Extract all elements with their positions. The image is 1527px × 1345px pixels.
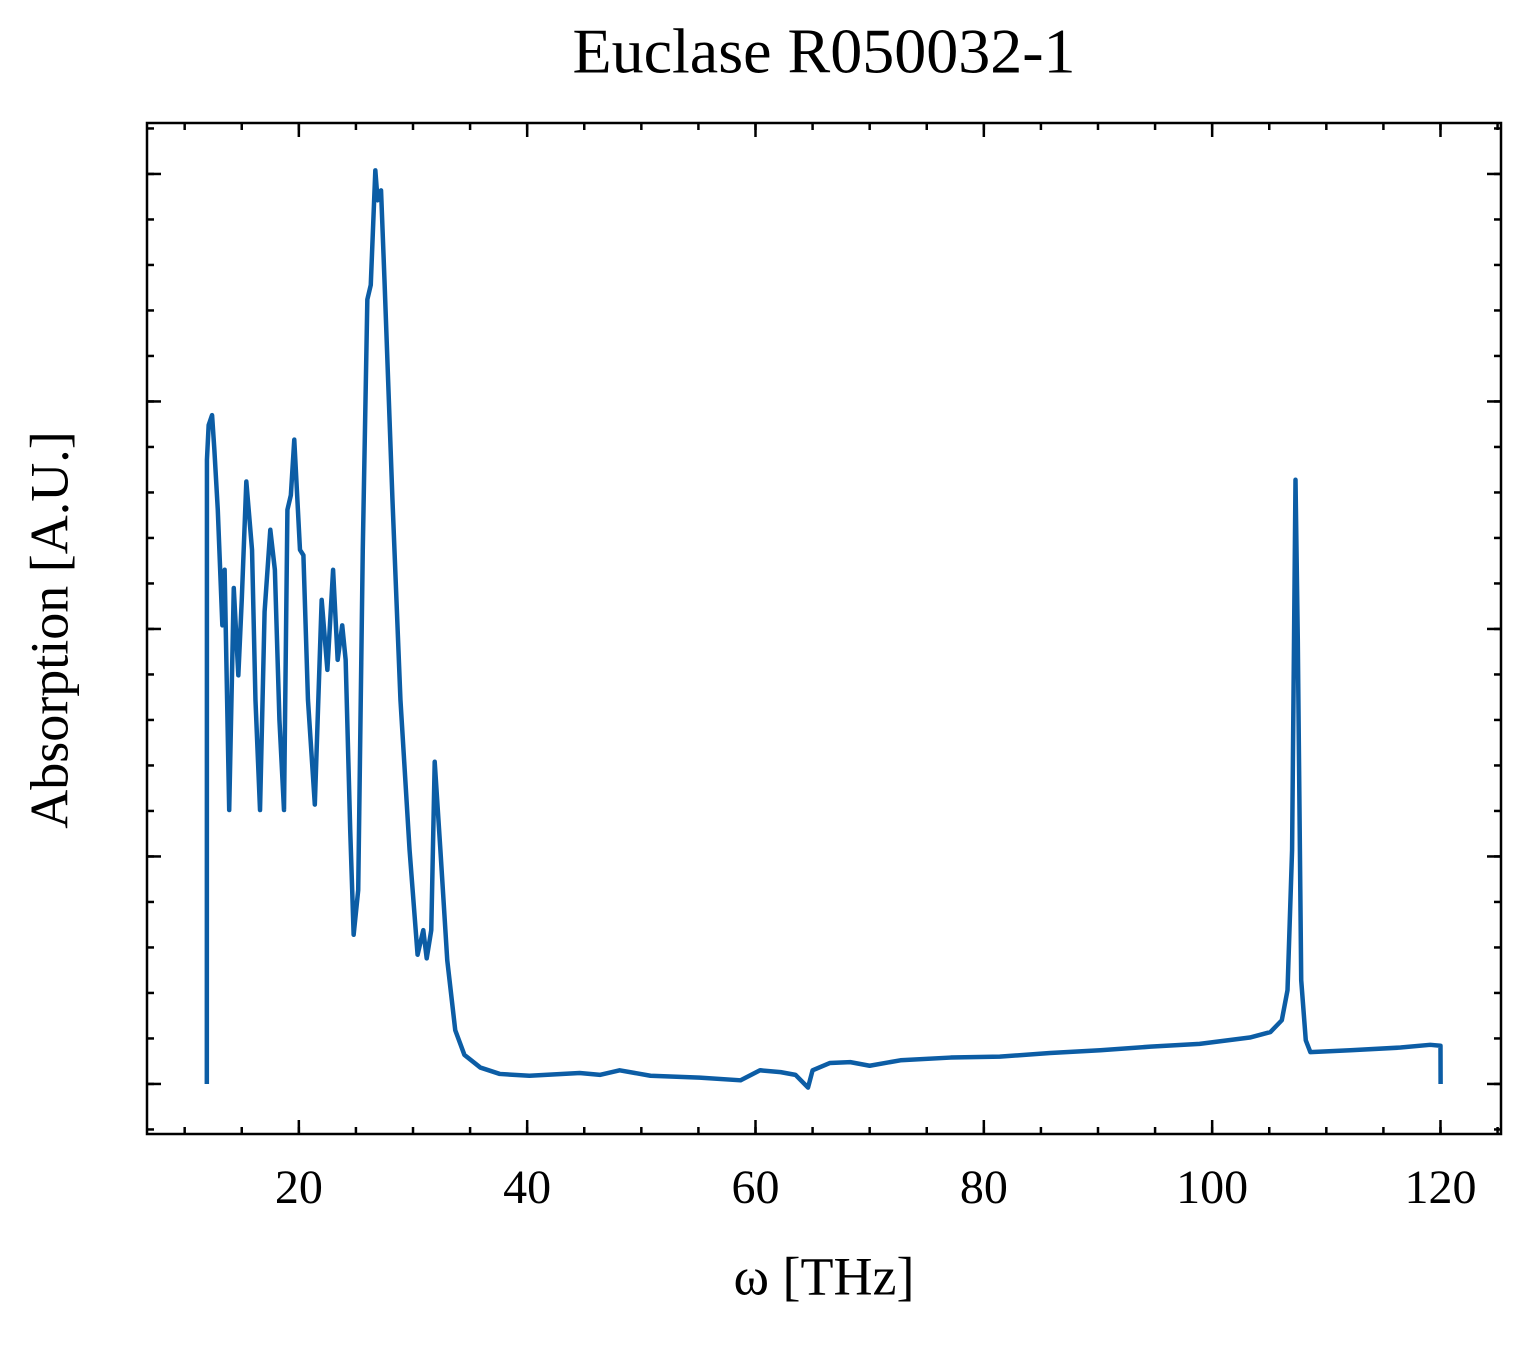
x-tick-label: 40 xyxy=(503,1161,551,1214)
x-tick-label: 60 xyxy=(732,1161,780,1214)
x-tick-label: 100 xyxy=(1176,1161,1248,1214)
x-tick-label: 80 xyxy=(960,1161,1008,1214)
x-tick-label: 20 xyxy=(275,1161,323,1214)
plot-frame xyxy=(145,121,1503,1136)
x-tick-label: 120 xyxy=(1404,1161,1476,1214)
y-axis-label: Absorption [A.U.] xyxy=(19,431,79,828)
data-line xyxy=(204,168,1443,1090)
x-axis-label: ω [THz] xyxy=(734,1246,915,1306)
chart-title: Euclase R050032-1 xyxy=(573,16,1076,87)
